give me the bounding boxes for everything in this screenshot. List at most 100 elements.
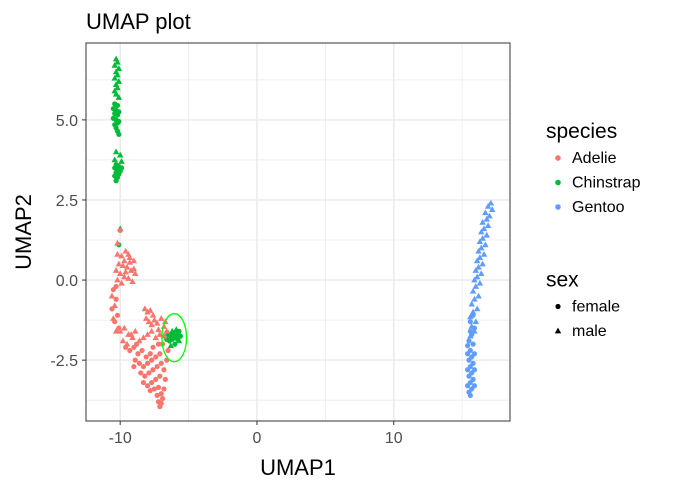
data-point (115, 94, 123, 100)
data-point (473, 257, 481, 264)
legend: species Adelie Chinstrap Gentoo sex female mal… (546, 120, 641, 340)
data-point (161, 386, 167, 392)
legend-key-chinstrap (555, 179, 561, 186)
data-point (144, 331, 151, 337)
data-point (177, 333, 183, 339)
data-point (119, 262, 127, 269)
data-point (113, 178, 119, 184)
data-point (114, 112, 121, 118)
data-point (111, 156, 118, 163)
data-point (478, 270, 485, 277)
data-point (482, 209, 489, 216)
data-point (116, 270, 124, 277)
data-point (471, 295, 478, 302)
data-point (111, 62, 118, 68)
data-point (476, 279, 484, 286)
data-point (115, 65, 123, 72)
data-point (129, 278, 136, 285)
data-point (125, 275, 132, 281)
data-point (480, 251, 488, 257)
legend-key-adelie (555, 155, 561, 161)
data-point (132, 270, 139, 277)
data-point (143, 354, 149, 360)
highlight-ellipse (161, 313, 188, 363)
y-tick-label: 2.5 (56, 193, 78, 210)
data-point (140, 363, 147, 370)
data-point (116, 327, 124, 334)
data-point (163, 327, 170, 334)
data-point (132, 327, 139, 334)
x-tick-label: 10 (385, 430, 403, 447)
legend-title-species: species (546, 120, 617, 143)
data-point (140, 334, 147, 341)
data-point (155, 341, 162, 347)
data-point (471, 325, 478, 331)
data-point (114, 71, 121, 78)
series-adelie (108, 227, 171, 410)
data-point (130, 257, 138, 264)
data-point (479, 235, 486, 241)
data-point (470, 341, 476, 347)
data-point (142, 373, 148, 379)
y-axis-title: UMAP2 (11, 194, 36, 270)
y-tick-label: 0.0 (56, 273, 78, 290)
data-point (149, 357, 155, 363)
data-point (117, 227, 123, 233)
data-point (123, 263, 131, 270)
data-point (159, 395, 166, 402)
data-point (479, 218, 486, 225)
data-point (114, 251, 121, 257)
data-point (144, 360, 151, 366)
data-point (114, 102, 121, 109)
data-point (123, 344, 129, 350)
data-point (140, 379, 147, 386)
data-point (114, 312, 121, 318)
data-point (165, 347, 171, 354)
data-point (111, 302, 118, 309)
data-point (142, 315, 150, 321)
data-point (473, 273, 481, 280)
data-point (122, 268, 129, 275)
annotations (161, 313, 188, 363)
data-point (467, 319, 473, 325)
data-point (118, 279, 125, 286)
data-point (116, 131, 122, 137)
data-point (479, 260, 486, 267)
data-point (131, 363, 137, 370)
data-point (469, 308, 477, 315)
data-point (488, 206, 496, 212)
data-point (476, 238, 484, 244)
data-point (147, 351, 153, 357)
data-point (151, 386, 157, 392)
axis-ticks: -10 0 10 -2.5 0.0 2.5 5.0 (50, 113, 402, 447)
data-point (475, 247, 482, 254)
data-point (126, 259, 133, 265)
data-point (153, 376, 159, 382)
legend-title-sex: sex (546, 269, 579, 292)
data-point (155, 384, 162, 390)
data-point (118, 252, 125, 259)
data-point (478, 228, 485, 235)
data-point (144, 308, 151, 315)
data-point (108, 292, 116, 299)
legend-key-female (555, 303, 561, 310)
data-point (127, 267, 135, 273)
data-point (145, 318, 153, 325)
data-point (115, 78, 123, 84)
chart-title: UMAP plot (86, 9, 191, 34)
y-tick-label: 5.0 (56, 113, 78, 130)
data-point (149, 311, 157, 318)
data-point (472, 318, 480, 325)
data-point (486, 212, 493, 219)
data-point (468, 300, 475, 307)
data-point (147, 307, 154, 313)
data-point (466, 338, 472, 344)
data-point (472, 267, 480, 273)
data-point (487, 199, 495, 206)
data-point (144, 383, 151, 389)
data-point (134, 341, 140, 347)
data-point (149, 379, 155, 386)
data-point (112, 327, 120, 334)
data-point (466, 373, 472, 379)
